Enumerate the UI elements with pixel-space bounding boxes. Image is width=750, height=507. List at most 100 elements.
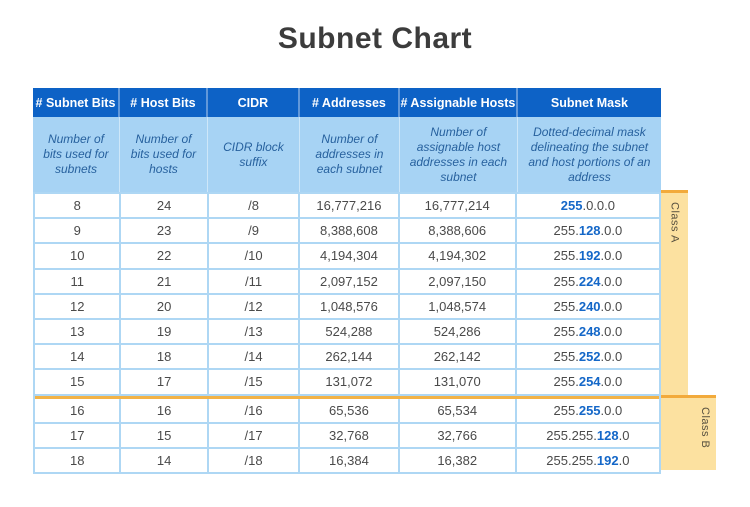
- column-header-host-bits: # Host Bits: [120, 88, 208, 117]
- cell-subnet-mask: 255. 254.0.0: [517, 370, 659, 393]
- mask-pre: 255.: [553, 349, 579, 365]
- cell-value: 262,144: [325, 349, 373, 365]
- table-row: 13 19/13 524,288 524,286 255. 248.0.0: [35, 319, 659, 346]
- cell-subnet-bits: 9: [35, 219, 122, 243]
- cell-value: 16,382: [437, 452, 478, 468]
- cell-value: 14: [156, 452, 172, 468]
- cell-value: 17: [156, 374, 172, 390]
- cell-host-bits: 15: [121, 423, 209, 447]
- cell-subnet-mask: 255.255. 192.0: [517, 449, 659, 472]
- cell-value: 13: [69, 324, 85, 340]
- table-row: 14 18/14 262,144 262,142 255. 252.0.0: [35, 345, 659, 371]
- cell-value: 16,777,214: [424, 198, 490, 214]
- mask-highlight: 192: [596, 452, 619, 468]
- mask-pre: 255.255.: [546, 427, 597, 443]
- cell-subnet-bits: 15: [35, 370, 122, 394]
- cell-subnet-bits: 17: [35, 423, 122, 447]
- mask-post: .0.0: [600, 349, 623, 365]
- table-row: 9 23/9 8,388,608 8,388,606 255. 128.0.0: [35, 219, 659, 245]
- mask-highlight: 252: [578, 349, 601, 365]
- cell-value: 15: [69, 374, 85, 390]
- mask-post: .0.0.0: [582, 198, 615, 214]
- class-b-tab: Class B: [661, 395, 716, 470]
- cell-assignable-hosts: 16,382: [400, 448, 517, 473]
- table-row: 10 22/10 4,194,304 4,194,302 255. 192.0.0: [35, 244, 659, 270]
- cell-value: 131,070: [433, 374, 481, 390]
- cell-value: 16,777,216: [316, 198, 382, 214]
- mask-post: .0.0: [600, 324, 623, 340]
- cell-assignable-hosts: 1,048,574: [400, 294, 517, 318]
- mask-highlight: 255: [578, 402, 601, 418]
- cell-cidr: /16: [209, 398, 301, 422]
- cell-value: 24: [156, 198, 172, 214]
- column-header-assignable-hosts: # Assignable Hosts: [400, 88, 518, 117]
- cell-assignable-hosts: 262,142: [400, 345, 517, 369]
- cell-host-bits: 18: [121, 345, 209, 369]
- cell-addresses: 4,194,304: [300, 244, 400, 268]
- cell-subnet-mask: 255. 128.0.0: [517, 219, 659, 242]
- cell-value: 1,048,574: [428, 298, 487, 314]
- table-row: 17 15/17 32,768 32,766 255.255. 128.0: [35, 423, 659, 449]
- cell-value: 262,142: [433, 349, 481, 365]
- class-a-tab: Class A: [661, 190, 688, 395]
- column-description-subnet-mask: Dotted-decimal mask delineating the subn…: [528, 124, 651, 184]
- cell-subnet-bits: 16: [35, 398, 122, 422]
- cell-value: 8,388,606: [428, 223, 487, 239]
- cell-value: 22: [156, 248, 172, 264]
- cell-assignable-hosts: 65,534: [400, 398, 517, 422]
- column-header-subnet-bits: # Subnet Bits: [33, 88, 120, 117]
- mask-post: .0.0: [600, 374, 623, 390]
- mask-post: .0.0: [600, 273, 623, 289]
- mask-post: .0.0: [600, 298, 623, 314]
- cell-value: 9: [73, 223, 81, 239]
- mask-highlight: 128: [596, 427, 619, 443]
- cell-value: /17: [244, 427, 263, 443]
- cell-subnet-mask: 255. 252.0.0: [517, 345, 659, 368]
- cell-subnet-mask: 255. 224.0.0: [517, 270, 659, 293]
- mask-highlight: 248: [578, 324, 601, 340]
- cell-host-bits: 23: [121, 219, 209, 243]
- cell-host-bits: 24: [121, 194, 209, 218]
- cell-value: 524,286: [433, 324, 481, 340]
- cell-subnet-bits: 8: [35, 194, 122, 218]
- cell-addresses: 8,388,608: [300, 219, 400, 243]
- cell-addresses: 524,288: [300, 319, 400, 344]
- cell-value: 4,194,302: [428, 248, 487, 264]
- cell-value: 65,534: [437, 402, 478, 418]
- column-description-assignable-hosts: Number of assignable host addresses in e…: [400, 117, 518, 192]
- cell-subnet-mask: 255. 248.0.0: [517, 320, 659, 343]
- mask-highlight: 254: [578, 374, 601, 390]
- cell-subnet-mask: 255. 255.0.0: [517, 399, 659, 422]
- cell-value: 2,097,150: [428, 273, 487, 289]
- cell-assignable-hosts: 131,070: [400, 370, 517, 394]
- cell-host-bits: 16: [121, 398, 209, 422]
- column-header-subnet-mask: Subnet Mask: [550, 95, 628, 110]
- cell-value: 12: [69, 298, 85, 314]
- mask-pre: 255.: [553, 402, 579, 418]
- cell-cidr: /12: [209, 294, 301, 318]
- cell-value: 2,097,152: [319, 273, 378, 289]
- table-row: 8 24/8 16,777,216 16,777,214 255.0.0.0: [35, 194, 659, 220]
- mask-highlight: 255: [560, 198, 583, 214]
- cell-host-bits: 21: [121, 269, 209, 293]
- cell-value: 16: [156, 402, 172, 418]
- cell-value: /13: [244, 324, 263, 340]
- cell-host-bits: 19: [121, 319, 209, 344]
- cell-value: 16: [69, 402, 85, 418]
- class-a-label: Class A: [668, 202, 681, 243]
- cell-assignable-hosts: 16,777,214: [400, 194, 517, 218]
- class-b-label: Class B: [699, 407, 711, 449]
- cell-value: 16,384: [329, 452, 369, 468]
- cell-value: 524,288: [325, 324, 373, 340]
- cell-subnet-bits: 10: [35, 244, 122, 268]
- cell-value: /18: [244, 452, 263, 468]
- subnet-table: # Subnet Bits # Host Bits CIDR # Address…: [33, 88, 661, 474]
- cell-assignable-hosts: 32,766: [400, 423, 517, 447]
- cell-subnet-mask: 255.0.0.0: [517, 194, 659, 217]
- cell-subnet-bits: 11: [35, 269, 122, 293]
- cell-subnet-bits: 14: [35, 345, 122, 369]
- cell-value: 131,072: [325, 374, 373, 390]
- cell-value: 15: [156, 427, 172, 443]
- cell-cidr: /14: [209, 345, 301, 369]
- cell-host-bits: 20: [121, 294, 209, 318]
